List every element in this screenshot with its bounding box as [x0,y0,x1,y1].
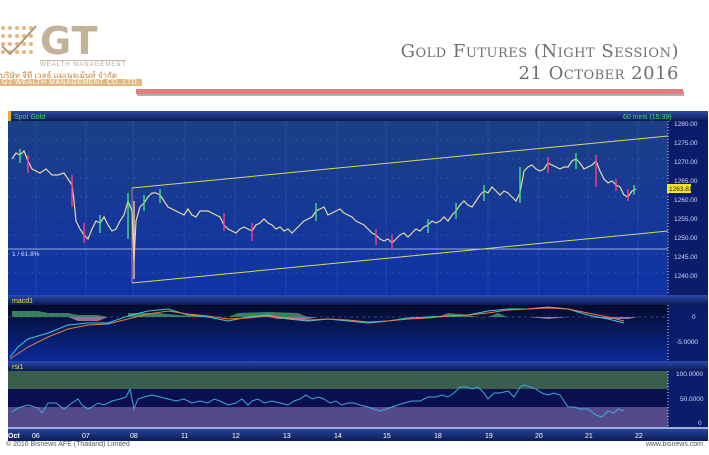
gold-chart: Spot Gold 60 mins (15:39) 1280.00 1275.0… [8,111,708,441]
svg-text:11: 11 [181,433,188,440]
company-logo: GT WEALTH MANAGEMENT บริษัท จีที เวลธ์ แ… [0,19,142,86]
svg-text:1250.00: 1250.00 [674,235,698,242]
svg-text:07: 07 [82,433,90,440]
rsi-label: rsi1 [12,364,23,371]
svg-text:12: 12 [232,433,240,440]
svg-text:22: 22 [635,433,643,440]
chart-frame: Spot Gold 60 mins (15:39) 1280.00 1275.0… [8,111,708,441]
svg-text:1255.00: 1255.00 [674,216,698,223]
price-axis-labels: 1280.00 1275.00 1270.00 1265.00 1260.00 … [674,121,698,280]
last-price-marker [667,184,691,193]
upper-trendline [131,135,669,189]
macd-axis [668,305,708,361]
website-text: www.bisnews.com [645,441,703,448]
copyright-text: © 2016 Bisnews AFE (Thailand) Limited [6,441,130,448]
svg-text:21: 21 [585,433,593,440]
svg-text:15: 15 [383,433,391,440]
instrument-label: Spot Gold [14,114,45,121]
candles [19,149,635,279]
svg-text:0: 0 [692,314,696,321]
svg-text:-5.0000: -5.0000 [676,339,698,346]
rsi-neutral-zone [8,389,668,407]
price-series [11,149,637,262]
logo-dot-grid-icon [1,25,37,56]
date-axis [8,427,708,441]
svg-text:1265.00: 1265.00 [674,178,698,185]
rsi-overbought-zone [8,371,668,389]
svg-text:50.0000: 50.0000 [680,396,704,403]
price-axis [668,121,708,295]
macd-signal-line [9,307,625,360]
macd-pane-header [8,295,708,305]
rsi-pane-header [8,361,708,371]
svg-text:1270.00: 1270.00 [674,159,698,166]
svg-text:1245.00: 1245.00 [674,254,698,261]
last-price-label: 1263.81 [669,186,693,193]
company-name-english: GT WEALTH MANAGEMENT CO.,LTD. [0,79,142,86]
price-pane-header [8,111,708,121]
interval-label: 60 mins (15:39) [623,114,672,121]
rsi-line [11,384,625,418]
svg-text:0: 0 [698,420,702,427]
svg-text:06: 06 [32,433,40,440]
report-title: Gold Futures (Night Session) 21 October … [401,41,679,85]
macd-label: macd1 [12,298,33,305]
svg-text:08: 08 [130,433,138,440]
price-pane [8,121,668,295]
report-title-line1: Gold Futures (Night Session) [400,41,679,62]
rsi-axis [668,371,708,427]
logo-tagline: WEALTH MANAGEMENT [40,60,127,68]
macd-histogram-positive [12,311,508,317]
svg-text:19: 19 [485,433,493,440]
lower-trendline [131,230,669,284]
svg-text:18: 18 [434,433,442,440]
svg-text:20: 20 [535,433,543,440]
logo-mark: GT [40,19,99,63]
svg-text:1275.00: 1275.00 [674,140,698,147]
svg-text:100.0000: 100.0000 [676,371,703,378]
svg-text:1240.00: 1240.00 [674,273,698,280]
svg-text:13: 13 [283,433,291,440]
report-date: 21 October 2016 [518,63,679,84]
rsi-oversold-zone [8,407,668,427]
date-axis-labels: Oct 06 07 08 11 12 13 14 15 18 19 20 21 … [8,433,643,440]
macd-pane [8,305,668,361]
title-accent-rule [136,89,683,94]
svg-text:1280.00: 1280.00 [674,121,698,128]
fibonacci-label: 1 / 61.8% [12,251,40,258]
svg-text:1260.00: 1260.00 [674,197,698,204]
svg-text:14: 14 [334,433,342,440]
company-name-thai: บริษัท จีที เวลธ์ แมเนจเม้นท์ จำกัด [0,71,118,80]
svg-text:Oct: Oct [8,433,20,440]
